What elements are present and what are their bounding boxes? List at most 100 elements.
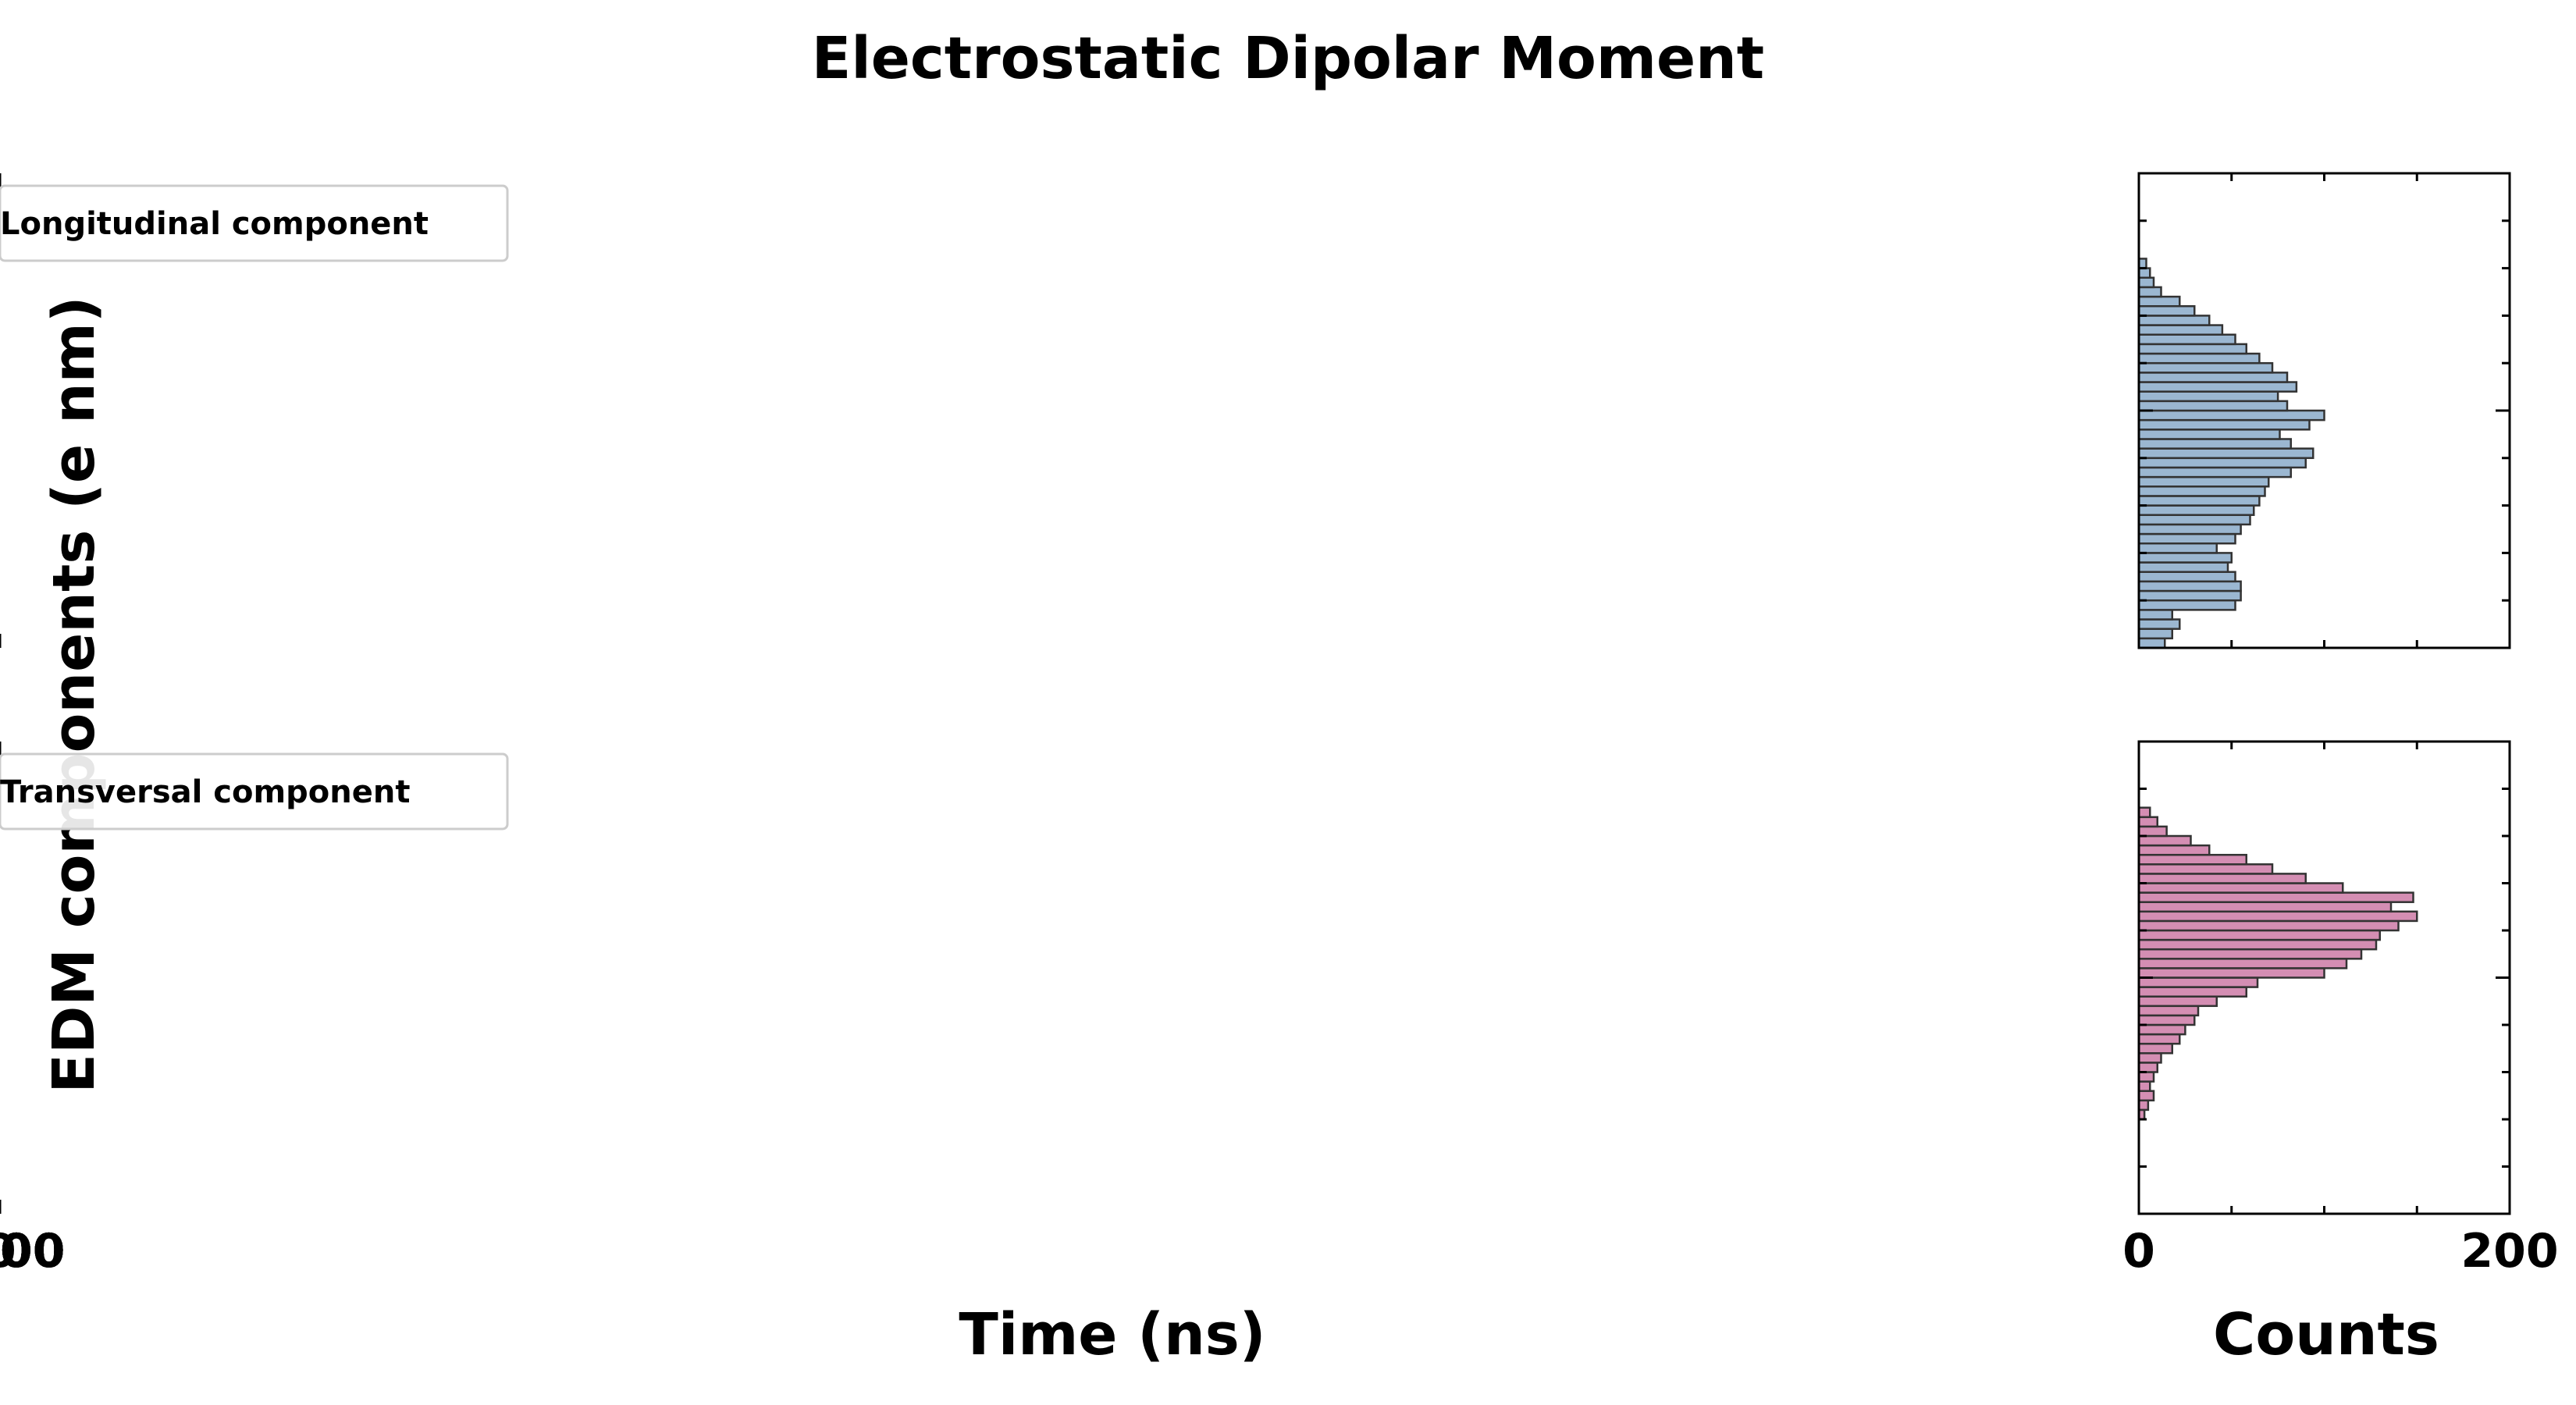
scatter-point — [0, 951, 9, 968]
scatter-point — [0, 437, 9, 454]
scatter-point — [0, 878, 9, 895]
scatter-point — [0, 955, 9, 973]
scatter-point — [0, 856, 9, 873]
scatter-point — [0, 894, 9, 911]
longitudinal-histogram-panel — [2137, 172, 2511, 649]
scatter-point — [0, 374, 9, 391]
scatter-point — [0, 298, 9, 315]
scatter-point — [0, 360, 9, 377]
scatter-point — [0, 606, 9, 624]
scatter-point — [0, 927, 9, 944]
scatter-point — [0, 481, 9, 498]
scatter-point — [0, 492, 9, 509]
histogram-bar — [2137, 834, 2192, 847]
scatter-point — [0, 973, 9, 991]
scatter-point — [0, 343, 9, 361]
scatter-point — [0, 912, 9, 930]
scatter-point — [0, 916, 9, 934]
histogram-bar — [2137, 295, 2181, 308]
scatter-point — [0, 542, 9, 560]
scatter-point — [0, 352, 9, 369]
scatter-point — [0, 569, 9, 586]
scatter-point — [0, 511, 9, 528]
scatter-point — [0, 938, 9, 955]
scatter-point — [0, 511, 9, 528]
scatter-point — [0, 983, 9, 1000]
scatter-point — [0, 892, 9, 909]
scatter-point — [0, 977, 9, 994]
scatter-point — [0, 880, 9, 897]
scatter-point — [0, 878, 9, 895]
scatter-point — [0, 948, 9, 966]
scatter-point — [0, 365, 9, 382]
scatter-point — [0, 945, 9, 962]
scatter-point — [0, 891, 9, 909]
scatter-point — [0, 882, 9, 899]
scatter-point — [0, 354, 9, 371]
scatter-point — [0, 389, 9, 407]
scatter-point — [0, 903, 9, 920]
scatter-point — [0, 931, 9, 948]
scatter-point — [0, 270, 9, 287]
histogram-bar — [2137, 1090, 2155, 1102]
scatter-point — [0, 897, 9, 914]
scatter-point — [0, 380, 9, 397]
scatter-point — [0, 458, 9, 475]
scatter-point — [0, 921, 9, 938]
scatter-point — [0, 454, 9, 471]
scatter-point — [0, 637, 9, 654]
scatter-point — [0, 1028, 9, 1045]
scatter-point — [0, 963, 9, 980]
scatter-point — [0, 288, 9, 305]
scatter-point — [0, 427, 9, 444]
scatter-point — [0, 425, 9, 443]
scatter-point — [0, 414, 9, 432]
scatter-point — [0, 829, 9, 846]
scatter-point — [0, 863, 9, 880]
scatter-point — [0, 463, 9, 480]
scatter-point — [0, 913, 9, 930]
scatter-point — [0, 524, 9, 541]
scatter-point — [0, 916, 9, 933]
scatter-point — [0, 482, 9, 500]
scatter-point — [0, 903, 9, 920]
histogram-bar — [2137, 504, 2255, 517]
scatter-point — [0, 911, 9, 928]
scatter-point — [0, 490, 9, 507]
scatter-point — [0, 941, 9, 959]
scatter-point — [0, 955, 9, 972]
scatter-point — [0, 838, 9, 855]
scatter-point — [0, 482, 9, 499]
scatter-point — [0, 465, 9, 482]
scatter-point — [0, 365, 9, 382]
scatter-point — [0, 464, 9, 481]
scatter-point — [0, 470, 9, 487]
scatter-point — [0, 888, 9, 905]
scatter-point — [0, 546, 9, 563]
scatter-point — [0, 382, 9, 400]
scatter-point — [0, 955, 9, 973]
scatter-point — [0, 527, 9, 544]
scatter-point — [0, 385, 9, 402]
scatter-point — [0, 340, 9, 357]
scatter-point — [0, 486, 9, 503]
scatter-point — [0, 912, 9, 929]
scatter-point — [0, 414, 9, 432]
scatter-point — [0, 489, 9, 506]
scatter-point — [0, 444, 9, 461]
scatter-point — [0, 891, 9, 908]
scatter-point — [0, 443, 9, 460]
scatter-point — [0, 983, 9, 1000]
scatter-point — [0, 870, 9, 887]
scatter-point — [0, 554, 9, 571]
scatter-point — [0, 293, 9, 310]
scatter-point — [0, 453, 9, 470]
scatter-point — [0, 875, 9, 892]
scatter-point — [0, 944, 9, 961]
scatter-point — [0, 491, 9, 508]
scatter-point — [0, 984, 9, 1001]
scatter-point — [0, 388, 9, 405]
scatter-point — [0, 464, 9, 482]
scatter-point — [0, 503, 9, 521]
scatter-point — [0, 340, 9, 357]
